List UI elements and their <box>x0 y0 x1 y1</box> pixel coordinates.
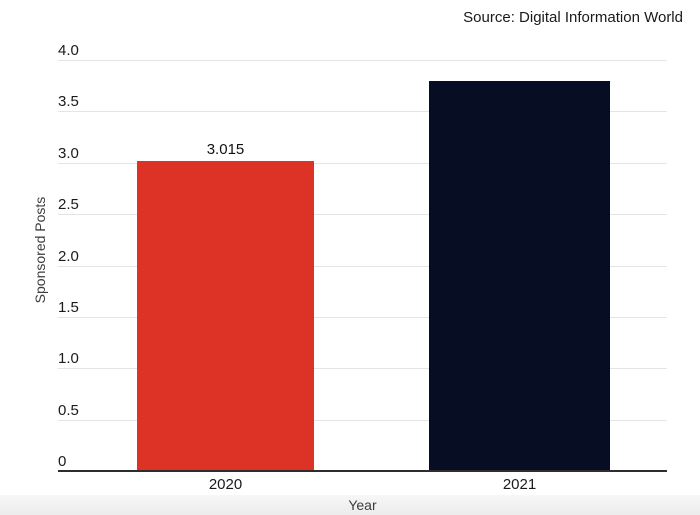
x-tick-label: 2020 <box>208 476 243 493</box>
y-tick-label: 1.0 <box>58 350 79 367</box>
y-tick-label: 0 <box>58 453 67 470</box>
bar-2021 <box>429 81 610 471</box>
gridline <box>58 368 667 369</box>
y-tick-label: 3.0 <box>58 145 79 162</box>
y-tick-label: 2.5 <box>58 196 79 213</box>
gridline <box>58 163 667 164</box>
bar-value-label: 3.015 <box>206 141 245 158</box>
y-axis-title: Sponsored Posts <box>32 196 48 304</box>
x-axis-line <box>58 470 667 472</box>
y-tick-label: 2.0 <box>58 248 79 265</box>
y-tick-label: 0.5 <box>58 402 79 419</box>
footer-band: Year <box>0 495 700 515</box>
bar-2020 <box>137 161 314 471</box>
x-axis-title: Year <box>348 497 377 513</box>
y-tick-label: 3.5 <box>58 93 79 110</box>
gridline <box>58 214 667 215</box>
gridline <box>58 420 667 421</box>
x-tick-label: 2021 <box>502 476 537 493</box>
y-tick-label: 1.5 <box>58 299 79 316</box>
source-label: Source: Digital Information World <box>463 9 683 26</box>
y-tick-label: 4.0 <box>58 42 79 59</box>
gridline <box>58 266 667 267</box>
gridline <box>58 60 667 61</box>
gridline <box>58 111 667 112</box>
gridline <box>58 317 667 318</box>
